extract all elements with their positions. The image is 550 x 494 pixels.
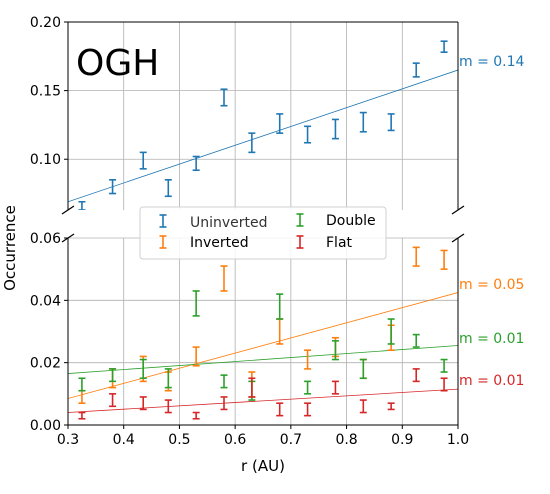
error-bar-inverted xyxy=(304,349,312,370)
error-bar-double xyxy=(412,333,420,348)
x-tick-label: 0.8 xyxy=(335,432,357,448)
error-bar-flat xyxy=(78,411,86,420)
y-tick-label: 0.06 xyxy=(30,231,61,247)
error-bar-flat xyxy=(304,402,312,417)
error-bar-flat xyxy=(164,399,172,414)
legend-marker xyxy=(159,214,167,228)
error-bar-uninverted xyxy=(192,155,200,172)
legend-entry-uninverted: Uninverted xyxy=(190,215,268,231)
error-bar-uninverted xyxy=(164,179,172,198)
y-tick-label: 0.15 xyxy=(30,84,61,100)
error-bar-uninverted xyxy=(359,111,367,133)
error-bar-double xyxy=(78,377,86,392)
legend-marker xyxy=(296,235,304,249)
axes-layer xyxy=(61,21,465,429)
legend-entry-inverted: Inverted xyxy=(190,235,249,251)
error-bar-flat xyxy=(220,396,228,411)
x-axis-label: r (AU) xyxy=(241,457,285,475)
error-bar-uninverted xyxy=(109,179,117,195)
fit-line-flat xyxy=(68,388,458,413)
error-bar-uninverted xyxy=(440,40,448,53)
error-bar-flat xyxy=(387,402,395,411)
error-bar-uninverted xyxy=(220,88,228,107)
legend-markers xyxy=(159,213,304,249)
error-bar-inverted xyxy=(78,389,86,404)
error-bar-flat xyxy=(192,411,200,420)
error-bar-double xyxy=(164,368,172,389)
x-tick-label: 1.0 xyxy=(447,432,469,448)
y-tick-label: 0.02 xyxy=(30,356,61,372)
y-tick-label: 0.00 xyxy=(30,418,61,434)
axis-break-mark xyxy=(451,205,465,215)
axis-break-mark xyxy=(61,205,75,215)
legend-entry-double: Double xyxy=(326,213,376,229)
error-bar-double xyxy=(220,374,228,389)
error-bar-uninverted xyxy=(304,125,312,144)
fit-line-layer xyxy=(68,69,458,413)
error-bar-uninverted xyxy=(248,132,256,154)
fit-line-double xyxy=(68,345,458,374)
panel-annotation: OGH xyxy=(76,43,159,84)
error-bar-inverted xyxy=(220,265,228,292)
error-bar-uninverted xyxy=(387,113,395,132)
x-tick-label: 0.6 xyxy=(224,432,246,448)
error-bar-double xyxy=(109,368,117,383)
x-tick-label: 0.5 xyxy=(168,432,190,448)
fit-line-uninverted xyxy=(68,69,458,203)
y-tick-label: 0.04 xyxy=(30,293,61,309)
error-bar-flat xyxy=(412,368,420,383)
error-bar-inverted xyxy=(412,246,420,267)
error-bar-uninverted xyxy=(276,113,284,134)
fit-label-flat: m = 0.01 xyxy=(459,373,524,389)
error-bar-double xyxy=(304,380,312,395)
error-bar-flat xyxy=(331,380,339,395)
fit-label-inverted: m = 0.05 xyxy=(459,277,524,293)
fit-line-inverted xyxy=(68,292,458,399)
error-bar-flat xyxy=(359,399,367,414)
legend-entry-flat: Flat xyxy=(326,235,353,251)
tick-label-layer: 0.10 0.15 0.20 0.00 0.02 0.04 0.06 0.3 0.4 0.5 0.6… xyxy=(30,15,469,448)
legend-marker xyxy=(159,235,167,249)
axis-break-mark xyxy=(61,233,75,243)
x-tick-label: 0.9 xyxy=(391,432,413,448)
x-tick-label: 0.7 xyxy=(280,432,302,448)
error-bar-uninverted xyxy=(139,151,147,170)
error-bar-double xyxy=(276,293,284,320)
error-bar-double xyxy=(387,318,395,345)
error-bar-flat xyxy=(109,393,117,408)
x-tick-label: 0.4 xyxy=(113,432,135,448)
error-bar-inverted xyxy=(440,249,448,270)
y-axis-label: Occurrence xyxy=(1,205,19,291)
error-bar-flat xyxy=(248,377,256,398)
error-bar-double xyxy=(440,358,448,373)
error-bar-uninverted xyxy=(412,62,420,78)
legend-frame xyxy=(139,206,387,260)
error-bar-flat xyxy=(139,396,147,411)
y-tick-label: 0.10 xyxy=(30,152,61,168)
fit-label-double: m = 0.01 xyxy=(459,331,524,347)
error-bar-double xyxy=(359,358,367,380)
error-bar-double xyxy=(331,340,339,361)
error-bar-uninverted xyxy=(78,200,86,210)
error-bar-flat xyxy=(440,377,448,392)
error-bar-layer xyxy=(78,40,448,420)
legend: Uninverted Inverted Double Flat xyxy=(139,206,387,260)
fit-label-uninverted: m = 0.14 xyxy=(459,54,525,70)
error-bar-uninverted xyxy=(331,118,339,140)
axis-break-mark xyxy=(451,233,465,243)
x-tick-label: 0.3 xyxy=(57,432,79,448)
error-bar-inverted xyxy=(192,346,200,367)
legend-marker xyxy=(296,213,304,227)
y-tick-label: 0.20 xyxy=(30,15,61,31)
error-bar-flat xyxy=(276,402,284,417)
error-bar-double xyxy=(139,358,147,380)
error-bar-double xyxy=(192,290,200,317)
